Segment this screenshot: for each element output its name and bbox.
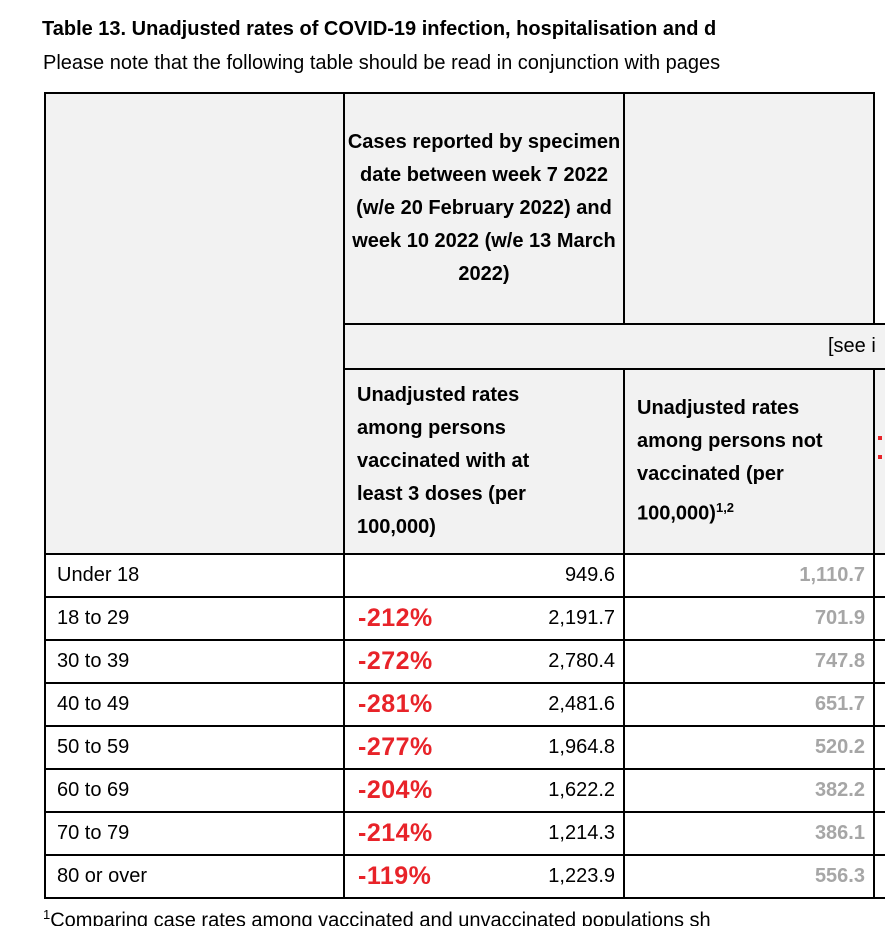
clipped-red-text-fragment [878,436,882,440]
table-row: Under 18 949.6 1,110.7 [44,553,885,598]
see-note-text: [see i [828,335,876,357]
vaccinated-rate-value: 1,622.2 [548,779,615,801]
footnote-marker: 1 [43,907,51,922]
corner-cell [44,92,345,555]
vaccinated-rate-cell: -214% 1,214.3 [343,811,625,856]
clipped-column-cell [873,596,885,641]
pct-change-value: -204% [358,776,433,804]
age-group-cell: 18 to 29 [44,596,345,641]
age-group-label: 40 to 49 [57,693,130,715]
period-header-cell: Cases reported by specimen date between … [343,92,625,325]
age-group-cell: 60 to 69 [44,768,345,813]
clipped-column-header [873,368,885,555]
clipped-column-cell [873,811,885,856]
age-group-cell: 70 to 79 [44,811,345,856]
clipped-column-cell [873,768,885,813]
table-row: 50 to 59 -277% 1,964.8 520.2 [44,725,885,770]
unvaccinated-rate-cell: 1,110.7 [623,553,875,598]
pct-change-value: -272% [358,647,433,675]
see-note-cell: [see i [343,323,885,370]
age-group-label: 60 to 69 [57,779,130,801]
unvaccinated-rate-value: 651.7 [814,693,865,715]
unvaccinated-rate-value: 747.8 [814,650,865,672]
clipped-column-cell [873,639,885,684]
unvaccinated-header-footnote-marker: 1,2 [715,500,735,516]
clipped-column-header-top [623,92,875,325]
pct-change-value: -277% [358,733,433,761]
age-group-label: 30 to 39 [57,650,130,672]
unvaccinated-rate-cell: 651.7 [623,682,875,727]
clipped-column-cell [873,854,885,899]
vaccinated-column-header-text: Unadjusted rates among persons vaccinate… [357,384,530,538]
see-note-row: [see i [45,323,885,370]
unvaccinated-column-header: Unadjusted rates among persons not vacci… [623,368,875,555]
vaccinated-rate-value: 1,223.9 [548,865,615,887]
table-title: Table 13. Unadjusted rates of COVID-19 i… [42,18,717,40]
age-group-label: 18 to 29 [57,607,130,629]
vaccinated-rate-cell: 949.6 [343,553,625,598]
pct-change-value: -212% [358,604,433,632]
table-row: 30 to 39 -272% 2,780.4 747.8 [44,639,885,684]
vaccinated-rate-value: 1,964.8 [548,736,615,758]
clipped-column-cell [873,553,885,598]
clipped-column-cell [873,682,885,727]
table-row: 60 to 69 -204% 1,622.2 382.2 [44,768,885,813]
vaccinated-rate-value: 2,191.7 [548,607,615,629]
clipped-red-text-fragment [878,455,882,459]
age-group-label: 70 to 79 [57,822,130,844]
clipped-column-cell [873,725,885,770]
age-group-label: Under 18 [57,564,140,586]
unvaccinated-rate-value: 701.9 [814,607,865,629]
table-row: 18 to 29 -212% 2,191.7 701.9 [44,596,885,641]
vaccinated-rate-value: 2,481.6 [548,693,615,715]
age-group-cell: 40 to 49 [44,682,345,727]
vaccinated-rate-value: 949.6 [564,564,615,586]
unvaccinated-rate-value: 386.1 [814,822,865,844]
unvaccinated-rate-cell: 747.8 [623,639,875,684]
pct-change-value: -119% [358,862,432,890]
vaccinated-rate-cell: -204% 1,622.2 [343,768,625,813]
unvaccinated-rate-cell: 386.1 [623,811,875,856]
data-rows: Under 18 949.6 1,110.7 18 to 29 -212% 2,… [44,553,885,899]
footnote: 1Comparing case rates among vaccinated a… [43,907,711,926]
vaccinated-rate-cell: -281% 2,481.6 [343,682,625,727]
column-headers-row: Unadjusted rates among persons vaccinate… [45,368,885,555]
vaccinated-rate-cell: -212% 2,191.7 [343,596,625,641]
table-row: 40 to 49 -281% 2,481.6 651.7 [44,682,885,727]
unvaccinated-rate-value: 1,110.7 [799,564,865,586]
period-header-row: Cases reported by specimen date between … [44,92,885,555]
age-group-cell: 80 or over [44,854,345,899]
vaccinated-column-header: Unadjusted rates among persons vaccinate… [343,368,625,555]
vaccinated-rate-cell: -119% 1,223.9 [343,854,625,899]
rates-table: Cases reported by specimen date between … [44,92,885,899]
table-note: Please note that the following table sho… [43,52,721,74]
table-row: 70 to 79 -214% 1,214.3 386.1 [44,811,885,856]
unvaccinated-rate-cell: 701.9 [623,596,875,641]
unvaccinated-column-header-text: Unadjusted rates among persons not vacci… [637,397,823,525]
unvaccinated-rate-cell: 382.2 [623,768,875,813]
pct-change-value: -214% [358,819,433,847]
table-row: 80 or over -119% 1,223.9 556.3 [44,854,885,899]
age-group-cell: Under 18 [44,553,345,598]
age-group-cell: 30 to 39 [44,639,345,684]
vaccinated-rate-value: 1,214.3 [548,822,615,844]
unvaccinated-rate-cell: 556.3 [623,854,875,899]
vaccinated-rate-cell: -277% 1,964.8 [343,725,625,770]
vaccinated-rate-value: 2,780.4 [548,650,615,672]
unvaccinated-rate-value: 520.2 [814,736,865,758]
pct-change-value: -281% [358,690,433,718]
vaccinated-rate-cell: -272% 2,780.4 [343,639,625,684]
unvaccinated-rate-value: 382.2 [814,779,865,801]
unvaccinated-rate-cell: 520.2 [623,725,875,770]
unvaccinated-rate-value: 556.3 [814,865,865,887]
period-header-text: Cases reported by specimen date between … [347,131,621,285]
age-group-cell: 50 to 59 [44,725,345,770]
age-group-label: 50 to 59 [57,736,130,758]
age-group-label: 80 or over [57,865,148,887]
footnote-text: Comparing case rates among vaccinated an… [50,909,711,926]
